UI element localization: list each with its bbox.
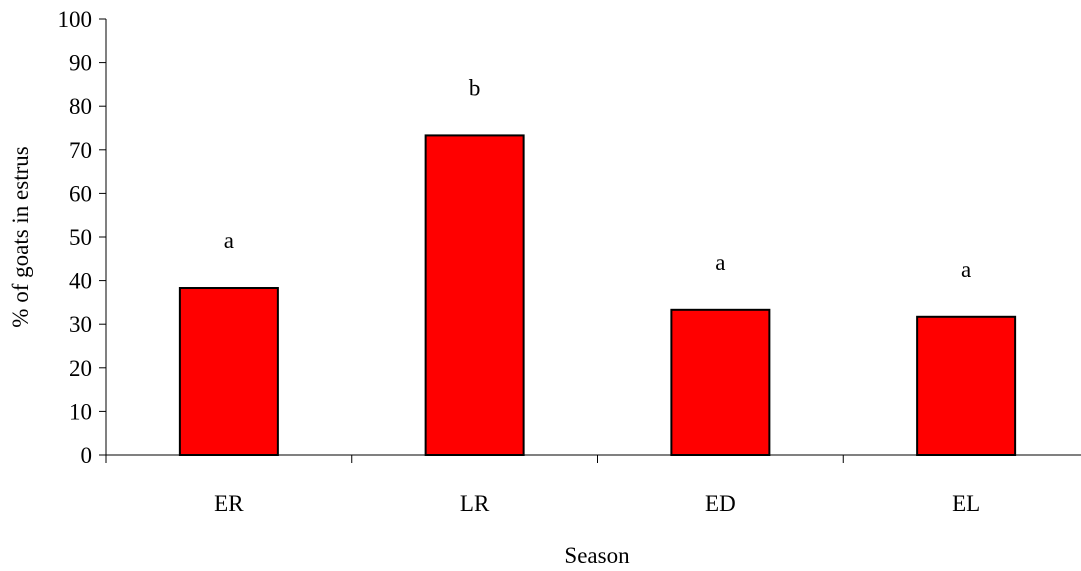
- y-axis-title: % of goats in estrus: [8, 146, 33, 327]
- y-tick-label: 60: [69, 181, 92, 206]
- bar-er: [178, 287, 279, 456]
- x-tick-label-ed: ED: [705, 491, 736, 516]
- y-tick-label: 0: [81, 443, 93, 468]
- x-axis-title: Season: [564, 543, 630, 568]
- x-tick-label-lr: LR: [460, 491, 490, 516]
- significance-labels: a b a a: [224, 75, 971, 281]
- y-tick-label: 70: [69, 138, 92, 163]
- y-tick-label: 50: [69, 225, 92, 250]
- y-tick-label: 30: [69, 312, 92, 337]
- category-labels: ER LR ED EL: [214, 491, 980, 516]
- y-tick-label: 10: [69, 399, 92, 424]
- y-tick-label: 90: [69, 51, 92, 76]
- significance-label-lr: b: [469, 75, 481, 100]
- y-tick-label: 20: [69, 356, 92, 381]
- bar-el: [916, 315, 1017, 456]
- significance-label-ed: a: [715, 250, 725, 275]
- significance-label-er: a: [224, 228, 234, 253]
- x-tick-label-el: EL: [952, 491, 980, 516]
- x-axis: [105, 454, 1081, 463]
- y-tick-label: 100: [58, 7, 93, 32]
- y-tick-label: 80: [69, 94, 92, 119]
- bar-ed: [670, 308, 771, 457]
- bar-lr: [424, 134, 525, 457]
- y-axis: 0 10 20 30 40 50 60 70 80 90 100: [58, 7, 107, 468]
- x-tick-label-er: ER: [214, 491, 244, 516]
- significance-label-el: a: [961, 257, 971, 282]
- bars: [178, 134, 1017, 457]
- y-tick-label: 40: [69, 269, 92, 294]
